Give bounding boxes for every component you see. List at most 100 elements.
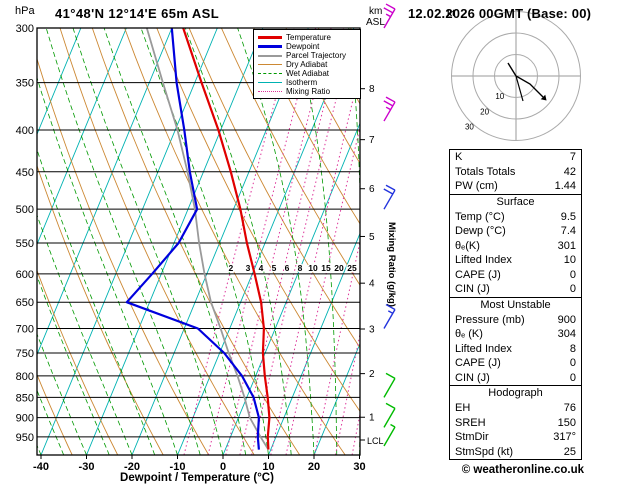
stat-label: Pressure (mb)	[455, 313, 525, 326]
station-title: 41°48'N 12°14'E 65m ASL	[55, 6, 220, 21]
km-tick-label: 7	[369, 135, 375, 146]
mixing-ratio-label: 4	[259, 263, 264, 273]
pressure-tick-label: 350	[16, 78, 34, 90]
pressure-tick-label: 450	[16, 167, 34, 179]
legend-line-sample	[258, 82, 282, 83]
isotherm-line	[37, 28, 173, 356]
lcl-label: LCL	[367, 436, 384, 446]
stat-label: CIN (J)	[455, 371, 490, 384]
legend-item-dewpoint: Dewpoint	[258, 42, 357, 51]
mixing-ratio-line	[285, 125, 360, 455]
stats-box-title: Surface	[496, 195, 535, 208]
dry-adiabat-line	[253, 28, 360, 225]
legend-item-label: Isotherm	[286, 78, 318, 87]
stat-label: Totals Totals	[455, 165, 516, 178]
temperature-axis: -40 -30 -20 -10 0 10 20 30	[33, 455, 366, 473]
stat-label: Lifted Index	[455, 254, 512, 266]
pressure-tick-label: 900	[16, 413, 34, 425]
legend-item-label: Dewpoint	[286, 42, 320, 51]
hodograph-trace	[507, 62, 544, 98]
stat-label: EH	[455, 402, 471, 414]
legend-item-parcel-trajectory: Parcel Trajectory	[258, 51, 357, 60]
legend-item-label: Dry Adiabat	[286, 60, 328, 69]
dry-adiabat-line	[37, 373, 73, 455]
chart-legend: Temperature Dewpoint Parcel Trajectory Dry …	[253, 29, 361, 99]
hodograph-ring	[472, 32, 560, 120]
hodograph-ring-label: 20	[480, 107, 489, 116]
mixing-ratio-label: 15	[321, 263, 331, 273]
wet-adiabat-line	[37, 332, 87, 455]
isotherm-line	[131, 28, 309, 455]
wind-barb	[383, 3, 396, 29]
stat-label: K	[455, 151, 463, 163]
dry-adiabat-line	[59, 28, 255, 455]
asl-axis-label: ASL	[366, 17, 385, 28]
pressure-tick-label: 500	[16, 204, 34, 216]
legend-line-sample	[258, 64, 282, 65]
isotherms	[37, 28, 360, 455]
legend-line-sample	[258, 73, 282, 74]
pressure-tick-label: 800	[16, 371, 34, 383]
stats-box-most-unstable: Most Unstable Pressure (mb) 900 θₑ (K) 304 Li…	[449, 296, 582, 386]
stat-value: 900	[557, 313, 576, 326]
stat-row: StmDir 317°	[450, 430, 581, 445]
wind-barb	[383, 96, 396, 122]
stat-row: Dewp (°C) 7.4	[450, 224, 581, 239]
stat-value: 301	[557, 239, 576, 252]
stat-row: SREH 150	[450, 416, 581, 431]
stat-value: 42	[563, 165, 576, 178]
isotherm-line	[313, 342, 360, 455]
mixing-ratio-label: 2	[229, 263, 234, 273]
dry-adiabat-line	[285, 28, 360, 165]
temp-tick-label: 0	[220, 461, 226, 473]
stat-label: CIN (J)	[455, 283, 490, 295]
dewpoint-curve	[125, 28, 260, 450]
isotherm-line	[86, 28, 264, 455]
stat-row: θₑ(K) 301	[450, 239, 581, 254]
pressure-axis-label: hPa	[15, 5, 35, 17]
pressure-tick-label: 750	[16, 348, 34, 360]
stat-row: Lifted Index 8	[450, 342, 581, 357]
stat-row: Totals Totals 42	[450, 165, 581, 180]
wind-barb	[383, 303, 396, 329]
wind-barb	[383, 402, 396, 428]
stat-row: CIN (J) 0	[450, 282, 581, 297]
isotherm-line	[268, 232, 360, 455]
legend-item-label: Parcel Trajectory	[286, 51, 347, 60]
legend-line-sample	[258, 91, 282, 92]
pressure-tick-label: 950	[16, 432, 34, 444]
stat-value: 0	[569, 268, 576, 281]
pressure-tick-label: 600	[16, 269, 34, 281]
temp-tick-label: 10	[262, 461, 274, 473]
mixing-ratio-axis-label: Mixing Ratio (g/kg)	[386, 222, 397, 307]
stat-label: PW (cm)	[455, 180, 498, 192]
legend-item-temperature: Temperature	[258, 33, 357, 42]
stat-value: 10	[563, 254, 576, 266]
stat-row: Temp (°C) 9.5	[450, 210, 581, 225]
mixing-ratio-label: 10	[308, 263, 318, 273]
temp-tick-label: -10	[170, 461, 186, 473]
pressure-tick-label: 650	[16, 297, 34, 309]
stat-value: 150	[557, 416, 576, 429]
stat-label: SREH	[455, 416, 486, 429]
legend-item-label: Mixing Ratio	[286, 87, 331, 96]
wind-barb	[383, 423, 396, 447]
stat-label: StmSpd (kt)	[455, 445, 514, 458]
mixing-ratio-label: 8	[298, 263, 303, 273]
stat-value: 0	[569, 283, 576, 295]
temp-tick-label: 20	[308, 461, 320, 473]
stats-box-surface: Surface Temp (°C) 9.5 Dewp (°C) 7.4 θₑ(K) 301 L…	[449, 193, 582, 298]
pressure-tick-label: 400	[16, 125, 34, 137]
stat-row: StmSpd (kt) 25	[450, 445, 581, 460]
wet-adiabat-line	[72, 28, 224, 455]
stat-value: 317°	[553, 431, 576, 443]
km-tick-label: 6	[369, 184, 375, 195]
stat-label: Temp (°C)	[455, 210, 505, 223]
temperature-curve	[182, 28, 271, 450]
stat-value: 0	[569, 357, 576, 369]
temp-tick-label: -20	[124, 461, 140, 473]
isotherm-line	[177, 28, 355, 455]
stats-box-indices: K 7 Totals Totals 42 PW (cm) 1.44	[449, 149, 582, 195]
